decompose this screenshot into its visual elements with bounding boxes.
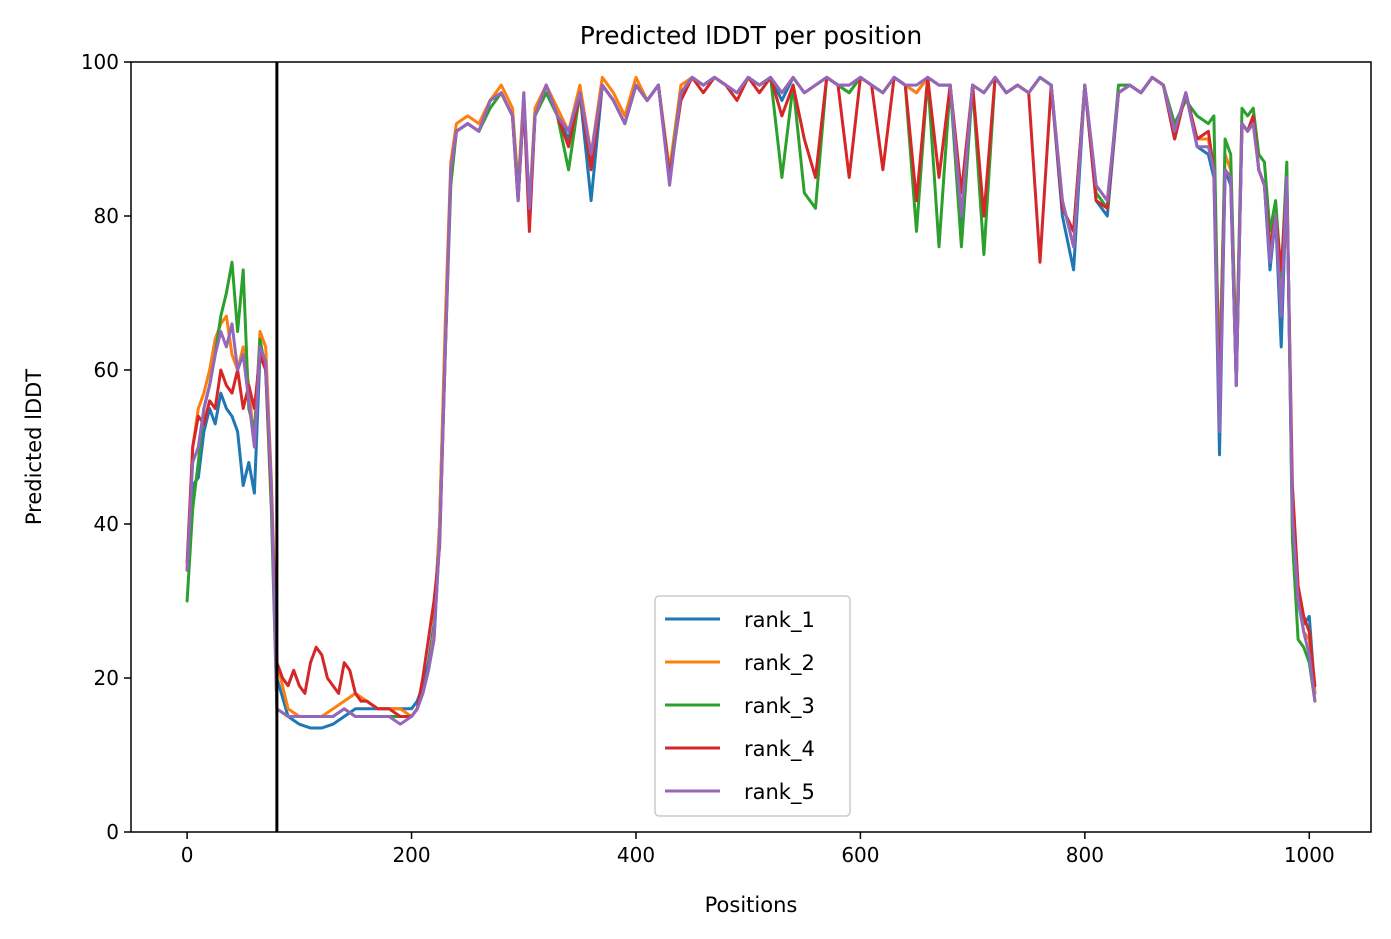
y-tick-label: 0: [106, 820, 119, 844]
series-line-rank-5: [185, 75, 1317, 726]
legend-box: [654, 595, 851, 817]
y-tick-label: 20: [94, 666, 119, 690]
legend-label-rank-5: rank_5: [744, 780, 815, 805]
axes-frame: [130, 61, 1372, 833]
legend-label-rank-3: rank_3: [744, 694, 815, 719]
y-axis-title: Predicted lDDT: [22, 369, 46, 525]
series-layer: [185, 75, 1317, 730]
plot-area: [130, 61, 1372, 833]
x-tick-label: 400: [617, 843, 655, 867]
x-axis-title: Positions: [705, 893, 798, 917]
x-tick-label: 200: [392, 843, 430, 867]
legend-label-rank-1: rank_1: [744, 608, 815, 633]
legend-label-rank-4: rank_4: [744, 737, 815, 762]
y-tick-label: 60: [94, 358, 119, 382]
y-tick-label: 80: [94, 204, 119, 228]
y-axis: 0 20 40 60 80 100: [81, 50, 131, 844]
y-tick-label: 100: [81, 50, 119, 74]
x-tick-label: 800: [1066, 843, 1104, 867]
y-tick-label: 40: [94, 512, 119, 536]
legend: rank_1 rank_2 rank_3 rank_4 rank_5: [654, 595, 851, 817]
x-axis: 0 200 400 600 800 1000: [181, 832, 1335, 867]
x-tick-label: 600: [841, 843, 879, 867]
legend-label-rank-2: rank_2: [744, 651, 815, 676]
x-tick-label: 0: [181, 843, 194, 867]
x-tick-label: 1000: [1284, 843, 1335, 867]
chart-title: Predicted lDDT per position: [580, 21, 922, 50]
